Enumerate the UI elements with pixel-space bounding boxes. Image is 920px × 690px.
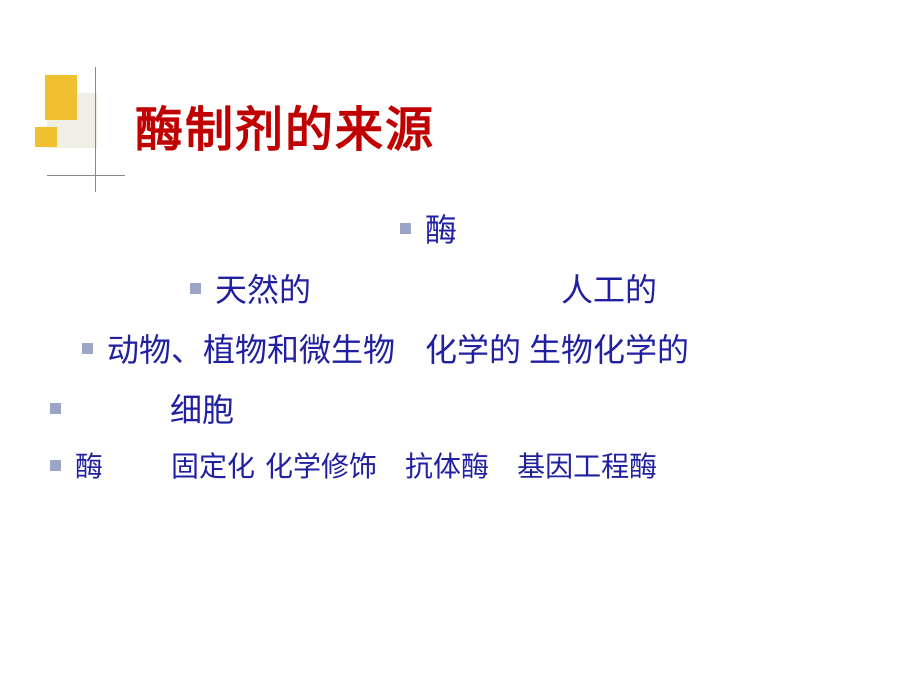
bullet-icon (50, 460, 61, 471)
list-row: 酶 (400, 205, 870, 251)
list-text: 化学的 (425, 325, 521, 371)
deco-yellow-small (35, 127, 57, 147)
slide-content: 酶 天然的 人工的 动物、植物和微生物 化学的 生物化学的 细胞 酶 固定化 化… (50, 205, 870, 499)
list-text: 抗体酶 (405, 445, 489, 485)
list-row: 细胞 (50, 385, 870, 431)
list-text: 固定化 (171, 445, 255, 485)
list-text: 天然的 (215, 265, 311, 311)
list-row: 酶 固定化 化学修饰 抗体酶 基因工程酶 (50, 445, 870, 485)
list-text: 细胞 (170, 385, 234, 431)
list-text: 化学修饰 (265, 445, 377, 485)
bullet-icon (400, 223, 411, 234)
list-row: 天然的 人工的 (190, 265, 870, 311)
deco-vertical-line (95, 67, 96, 192)
list-text: 动物、植物和微生物 (107, 325, 395, 371)
list-text: 生物化学的 (529, 325, 689, 371)
deco-yellow-large (45, 75, 77, 120)
list-text: 酶 (425, 205, 457, 251)
deco-horizontal-line (47, 175, 125, 176)
list-text: 酶 (75, 445, 103, 485)
slide-title: 酶制剂的来源 (135, 90, 435, 160)
bullet-icon (50, 403, 61, 414)
list-row: 动物、植物和微生物 化学的 生物化学的 (82, 325, 870, 371)
corner-decoration (35, 75, 125, 195)
bullet-icon (82, 343, 93, 354)
list-text: 人工的 (561, 265, 657, 311)
bullet-icon (190, 283, 201, 294)
list-text: 基因工程酶 (517, 445, 657, 485)
